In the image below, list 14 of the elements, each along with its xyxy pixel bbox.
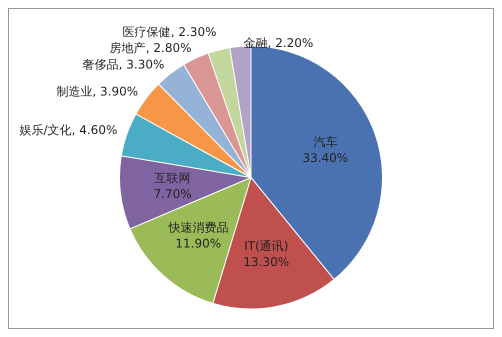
slice-label: 互联网 xyxy=(154,170,191,185)
data-label: 11.90% xyxy=(175,236,222,250)
slice-label: 金融, 2.20% xyxy=(244,36,314,50)
slice-label: 制造业, 3.90% xyxy=(56,84,138,98)
data-label: 33.40% xyxy=(302,151,348,166)
slice-label: 房地产, 2.80% xyxy=(110,41,192,56)
slice-label: IT(通讯) xyxy=(244,239,288,254)
data-label: 7.70% xyxy=(154,186,192,201)
slice-label: 医疗保健, 2.30% xyxy=(122,25,216,40)
slice-label: 娱乐/文化, 4.60% xyxy=(20,123,118,138)
slice-label: 奢侈品, 3.30% xyxy=(82,58,164,72)
data-label: 13.30% xyxy=(243,255,290,270)
slice-label: 汽车 xyxy=(313,135,338,150)
slice-label: 快速消费品 xyxy=(167,220,228,234)
